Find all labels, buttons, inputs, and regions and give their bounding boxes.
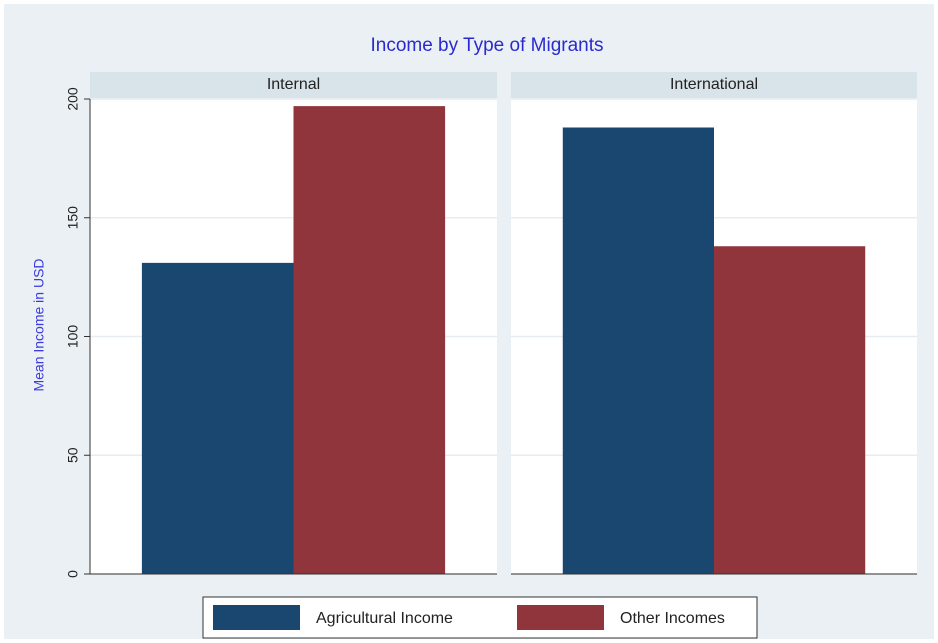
legend-swatch (213, 605, 300, 630)
bar (714, 246, 866, 574)
panel-title: Internal (267, 76, 320, 93)
y-tick-label: 150 (65, 206, 81, 230)
bar (562, 127, 714, 574)
legend-label: Agricultural Income (316, 610, 453, 627)
y-tick-label: 0 (65, 570, 81, 578)
panel-header (511, 72, 917, 98)
panel-title: International (670, 76, 758, 93)
bar (141, 262, 294, 574)
legend-label: Other Incomes (620, 610, 725, 627)
y-tick-label: 200 (65, 87, 81, 111)
y-tick-label: 50 (65, 447, 81, 463)
panel-header (90, 72, 497, 98)
y-tick-label: 100 (65, 325, 81, 349)
bar (293, 106, 446, 574)
y-axis-label: Mean Income in USD (31, 258, 47, 391)
chart-title: Income by Type of Migrants (370, 35, 603, 56)
legend-swatch (517, 605, 604, 630)
